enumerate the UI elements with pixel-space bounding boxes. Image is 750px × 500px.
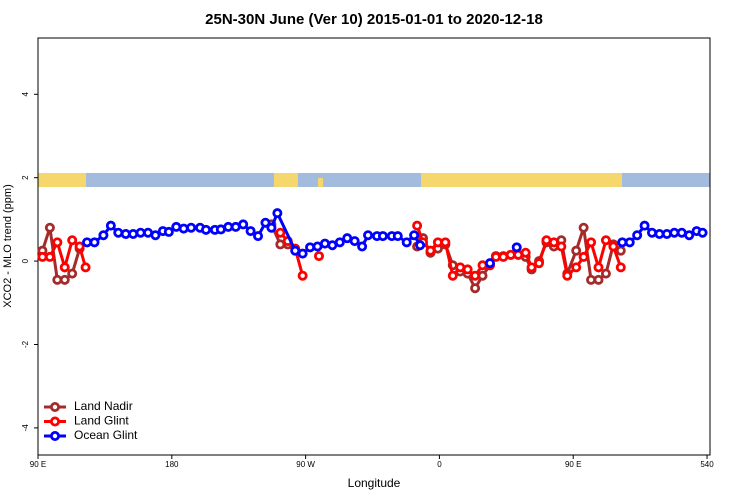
point [412, 220, 423, 231]
point [401, 237, 412, 248]
point [150, 230, 161, 241]
point [44, 251, 55, 262]
plot-frame [37, 37, 711, 456]
point [571, 245, 582, 256]
point [128, 228, 139, 239]
point [624, 237, 635, 248]
point [526, 262, 537, 273]
point [186, 222, 197, 233]
x-tick-label: 180 [165, 460, 179, 469]
point [415, 240, 426, 251]
chart-title: 25N-30N June (Ver 10) 2015-01-01 to 2020… [205, 11, 543, 28]
point [297, 270, 308, 281]
point [163, 226, 174, 237]
point [615, 245, 626, 256]
point [578, 251, 589, 262]
legend-marker [50, 430, 61, 441]
point [357, 241, 368, 252]
point [260, 217, 271, 228]
point [593, 274, 604, 285]
point [511, 242, 522, 253]
point [562, 270, 573, 281]
point [67, 268, 78, 279]
legend-marker [50, 416, 61, 427]
point [578, 222, 589, 233]
x-axis-label: Longitude [348, 476, 401, 490]
y-tick-label: 4 [21, 92, 30, 97]
legend-label: Ocean Glint [74, 428, 138, 442]
x-tick-label: 540 [700, 460, 714, 469]
point [272, 208, 283, 219]
point [684, 230, 695, 241]
x-tick-label: 0 [437, 460, 442, 469]
point [349, 236, 360, 247]
point [600, 268, 611, 279]
point [313, 251, 324, 262]
point [447, 270, 458, 281]
point [484, 258, 495, 269]
point [600, 235, 611, 246]
y-tick-label: 0 [21, 258, 30, 263]
land-ocean-strip [38, 173, 710, 187]
point [520, 247, 531, 258]
point [608, 241, 619, 252]
point [363, 230, 374, 241]
point [80, 262, 91, 273]
y-tick-label: -2 [21, 340, 30, 348]
point [647, 227, 658, 238]
x-tick-label: 90 W [296, 460, 315, 469]
point [266, 222, 277, 233]
point [392, 231, 403, 242]
point [639, 220, 650, 231]
point [571, 262, 582, 273]
x-tick-label: 90 E [30, 460, 46, 469]
point [556, 241, 567, 252]
point [98, 230, 109, 241]
point [593, 262, 604, 273]
point [44, 222, 55, 233]
x-tick-label: 90 E [565, 460, 581, 469]
point [661, 228, 672, 239]
point [200, 224, 211, 235]
point [297, 248, 308, 259]
point [59, 262, 70, 273]
point [440, 237, 451, 248]
point [534, 258, 545, 269]
point [615, 262, 626, 273]
point [548, 237, 559, 248]
point [377, 231, 388, 242]
y-tick-label: -4 [21, 424, 30, 432]
point [409, 230, 420, 241]
legend-marker [50, 401, 61, 412]
legend-label: Land Nadir [74, 399, 133, 413]
point [586, 237, 597, 248]
point [697, 227, 708, 238]
point [425, 245, 436, 256]
point [74, 241, 85, 252]
point [275, 227, 286, 238]
point [89, 237, 100, 248]
point [470, 270, 481, 281]
y-axis-label: XCO2 - MLO trend (ppm) [2, 184, 14, 307]
y-tick-label: 2 [21, 175, 30, 180]
point [245, 226, 256, 237]
point [67, 235, 78, 246]
point [105, 220, 116, 231]
point [52, 237, 63, 248]
point [238, 219, 249, 230]
point [334, 237, 345, 248]
point [632, 230, 643, 241]
point [59, 274, 70, 285]
legend-label: Land Glint [74, 414, 129, 428]
point [113, 227, 124, 238]
point [470, 283, 481, 294]
point [253, 231, 264, 242]
point [462, 264, 473, 275]
